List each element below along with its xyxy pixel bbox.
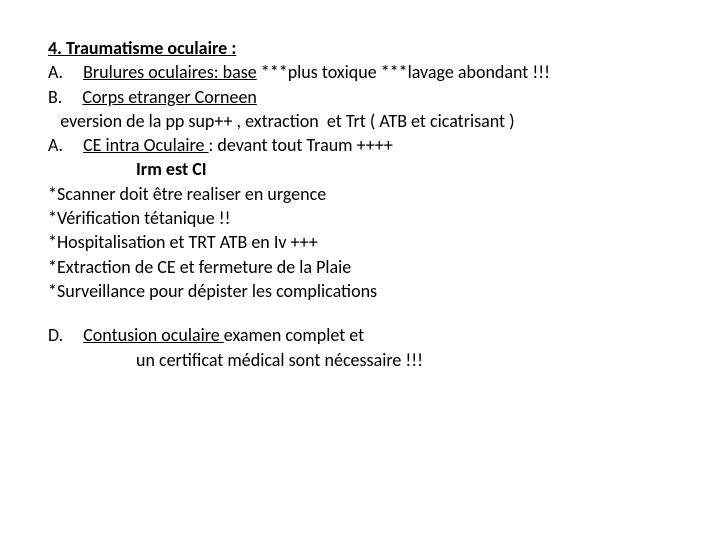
star-1: *Scanner doit être realiser en urgence [48, 182, 672, 206]
star-2: *Vérification tétanique !! [48, 206, 672, 230]
item-a1-rest: ***plus toxique ***lavage abondant !!! [257, 61, 550, 83]
item-a2: A. CE intra Oculaire : devant tout Traum … [48, 133, 672, 157]
item-d-underline: Contusion oculaire [83, 324, 224, 346]
section-title: 4. Traumatisme oculaire : [48, 36, 672, 60]
item-b-underline: Corps etranger Corneen [82, 86, 257, 108]
item-d-sub: un certificat médical sont nécessaire !!… [48, 348, 672, 372]
star-3: *Hospitalisation et TRT ATB en Iv +++ [48, 230, 672, 254]
item-a2-rest: : devant tout Traum ++++ [209, 134, 393, 156]
item-a1: A. Brulures oculaires: base ***plus toxiq… [48, 60, 672, 84]
item-b: B. Corps etranger Corneen [48, 85, 672, 109]
label-b: B. [48, 86, 62, 108]
slide-text-block: 4. Traumatisme oculaire : A. Brulures ocu… [48, 36, 672, 372]
star-5: *Surveillance pour dépister les complica… [48, 279, 672, 303]
irm-line: Irm est CI [48, 157, 672, 181]
spacer [48, 303, 672, 323]
item-d-rest: examen complet et [224, 324, 364, 346]
label-a2: A. [48, 134, 63, 156]
star-4: *Extraction de CE et fermeture de la Pla… [48, 255, 672, 279]
item-b-sub: eversion de la pp sup++ , extraction et … [48, 109, 672, 133]
label-d: D. [48, 324, 63, 346]
item-a1-underline: Brulures oculaires: base [83, 61, 257, 83]
item-d: D. Contusion oculaire examen complet et [48, 323, 672, 347]
item-a2-underline: CE intra Oculaire [83, 134, 208, 156]
label-a1: A. [48, 61, 63, 83]
